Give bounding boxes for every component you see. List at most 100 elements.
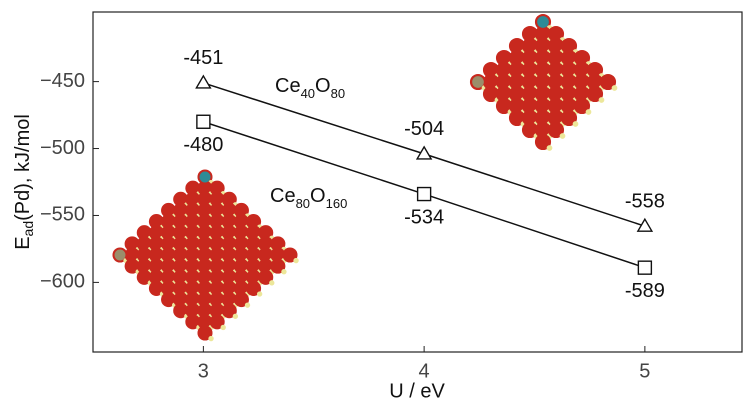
- oxygen-atom: [521, 85, 539, 103]
- oxygen-atom: [573, 97, 591, 115]
- oxygen-atom: [233, 214, 249, 230]
- square-marker: [416, 186, 432, 202]
- triangle-marker: [195, 74, 212, 89]
- oxygen-atom: [547, 85, 565, 103]
- oxygen-atom: [221, 225, 237, 241]
- oxygen-atom: [148, 236, 164, 252]
- oxygen-atom: [136, 269, 152, 285]
- oxygen-atom: [197, 180, 213, 196]
- oxygen-atom: [161, 236, 177, 252]
- oxygen-atom: [185, 225, 201, 241]
- oxygen-atom: [233, 269, 249, 285]
- oxygen-atom: [560, 73, 578, 91]
- oxygen-atom: [209, 214, 225, 230]
- oxygen-atom: [173, 269, 189, 285]
- oxygen-atom: [136, 258, 152, 274]
- oxygen-atom: [521, 49, 539, 67]
- oxygen-atom: [521, 37, 539, 55]
- oxygen-atom: [221, 280, 237, 296]
- oxygen-atom: [534, 25, 552, 43]
- oxygen-atom: [185, 280, 201, 296]
- legend-label: Ce80O160: [270, 185, 347, 211]
- oxygen-atom: [185, 214, 201, 230]
- oxygen-atom: [209, 180, 225, 196]
- oxygen-atom: [197, 292, 213, 308]
- oxygen-atom: [161, 247, 177, 263]
- oxygen-atom: [221, 236, 237, 252]
- oxygen-atom: [258, 236, 274, 252]
- oxygen-atom: [161, 214, 177, 230]
- square-marker: [196, 114, 211, 129]
- oxygen-atom: [246, 258, 262, 274]
- oxygen-atom: [508, 37, 526, 55]
- oxygen-atom: [534, 37, 552, 55]
- oxygen-atom: [233, 236, 249, 252]
- data-label: -589: [625, 280, 665, 302]
- oxygen-atom: [547, 109, 565, 127]
- oxygen-atom: [573, 73, 591, 91]
- oxygen-atom: [136, 236, 152, 252]
- oxygen-atom: [161, 258, 177, 274]
- oxygen-atom: [185, 247, 201, 263]
- oxygen-atom: [560, 49, 578, 67]
- oxygen-atom: [258, 225, 274, 241]
- oxygen-atom: [495, 61, 513, 79]
- oxygen-atom: [560, 85, 578, 103]
- oxygen-atom: [573, 49, 591, 67]
- x-tick-label: 4: [419, 360, 430, 382]
- oxygen-atom: [161, 280, 177, 296]
- nanoparticle-images: [112, 13, 618, 342]
- cerium-atom: [611, 85, 618, 91]
- oxygen-atom: [534, 49, 552, 67]
- oxygen-atom: [173, 303, 189, 319]
- oxygen-atom: [197, 303, 213, 319]
- oxygen-atom: [508, 61, 526, 79]
- oxygen-atom: [161, 269, 177, 285]
- oxygen-atom: [136, 225, 152, 241]
- oxygen-atom: [173, 258, 189, 274]
- oxygen-atom: [586, 73, 604, 91]
- oxygen-atom: [148, 269, 164, 285]
- oxygen-atom: [197, 202, 213, 218]
- oxygen-atom: [233, 202, 249, 218]
- oxygen-atom: [221, 214, 237, 230]
- pd-atom: [199, 171, 211, 183]
- oxygen-atom: [482, 85, 500, 103]
- data-label: -504: [404, 118, 444, 140]
- oxygen-atom: [185, 314, 201, 330]
- oxygen-atom: [560, 61, 578, 79]
- oxygen-atom: [495, 49, 513, 67]
- oxygen-atom: [560, 97, 578, 115]
- oxygen-atom: [246, 269, 262, 285]
- oxygen-atom: [173, 280, 189, 296]
- oxygen-atom: [270, 247, 286, 263]
- oxygen-atom: [521, 109, 539, 127]
- oxygen-atom: [173, 236, 189, 252]
- oxygen-atom: [148, 280, 164, 296]
- pd-atom: [537, 16, 549, 28]
- oxygen-atom: [148, 225, 164, 241]
- oxygen-atom: [124, 236, 140, 252]
- oxygen-atom: [233, 225, 249, 241]
- triangle-marker: [636, 217, 654, 232]
- oxygen-atom: [258, 247, 274, 263]
- oxygen-atom: [586, 85, 604, 103]
- oxygen-atom: [508, 73, 526, 91]
- cerium-atom: [244, 302, 251, 308]
- oxygen-atom: [534, 121, 552, 139]
- data-label: -534: [404, 206, 444, 228]
- cerium-atom: [232, 313, 239, 319]
- oxygen-atom: [233, 247, 249, 263]
- oxygen-atom: [547, 25, 565, 43]
- oxygen-atom: [209, 314, 225, 330]
- cerium-atom: [269, 280, 275, 286]
- oxygen-atom: [209, 269, 225, 285]
- oxygen-atom: [547, 97, 565, 115]
- oxygen-atom: [495, 85, 513, 103]
- oxygen-atom: [508, 49, 526, 67]
- oxygen-atom: [246, 280, 262, 296]
- cerium-atom: [585, 109, 592, 115]
- oxygen-atom: [534, 133, 552, 151]
- oxygen-atom: [560, 109, 578, 127]
- oxygen-atom: [547, 37, 565, 55]
